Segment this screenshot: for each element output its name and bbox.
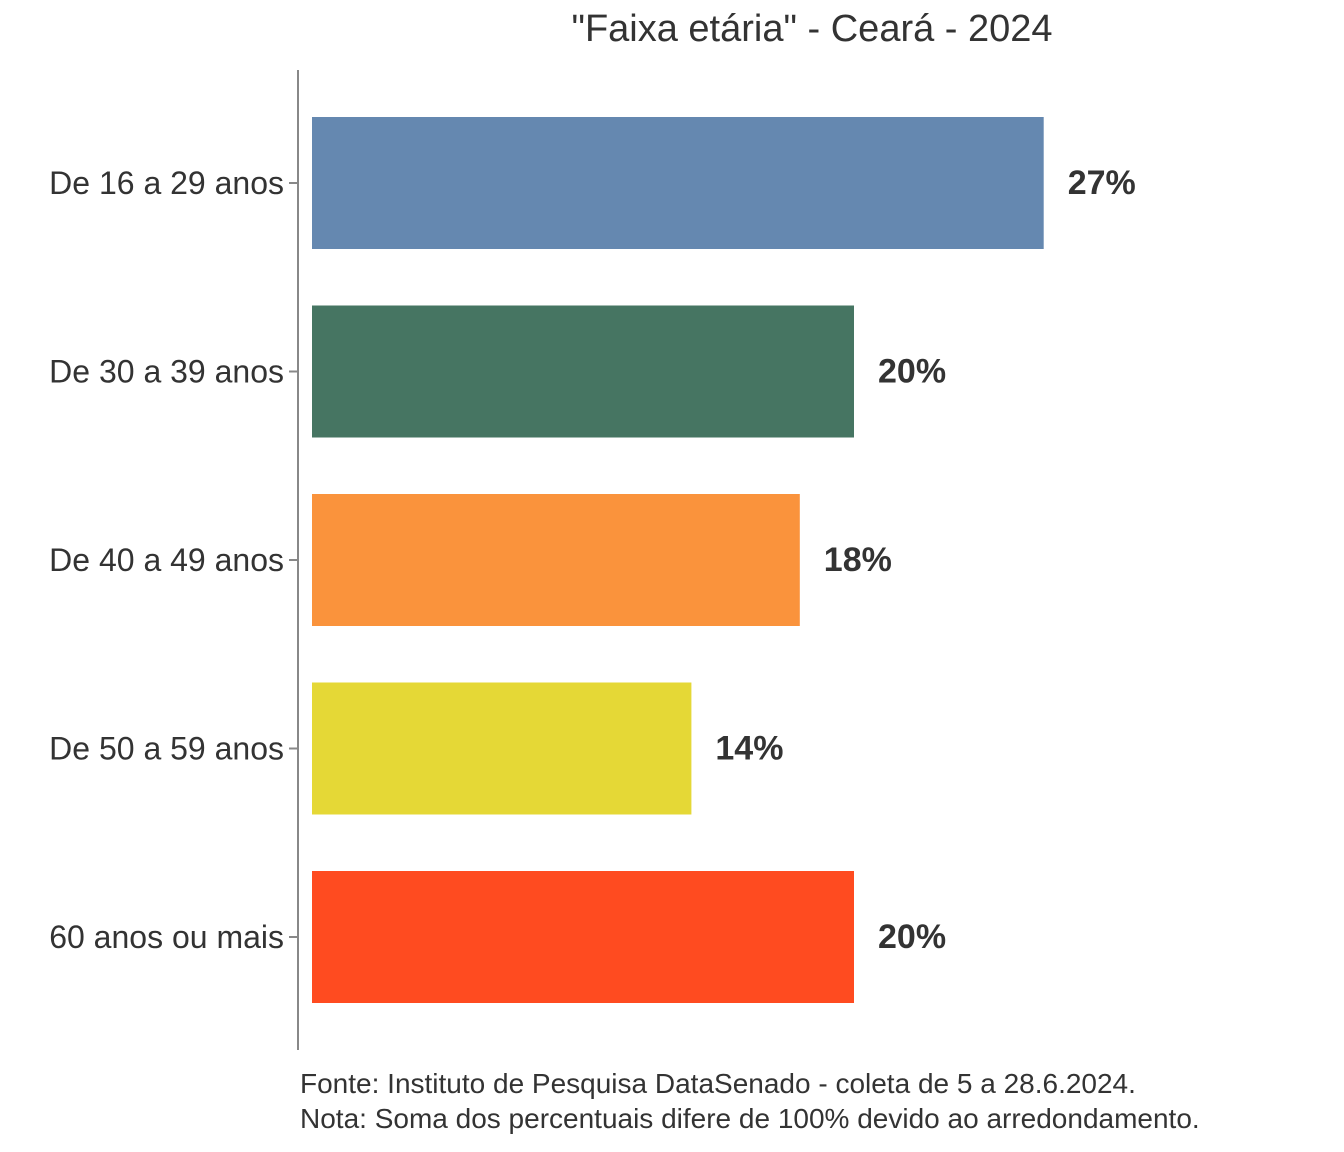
bar [312, 117, 1044, 249]
bar-value-label: 14% [715, 730, 783, 768]
y-tick-label: 60 anos ou mais [49, 919, 284, 955]
bar-value-label: 18% [824, 541, 892, 579]
bar [312, 871, 854, 1003]
y-tick-label: De 50 a 59 anos [49, 731, 284, 767]
y-tick-label: De 40 a 49 anos [49, 542, 284, 578]
note-caption: Nota: Soma dos percentuais difere de 100… [300, 1103, 1200, 1134]
bar [312, 305, 854, 438]
y-tick-label: De 16 a 29 anos [49, 165, 284, 201]
source-caption: Fonte: Instituto de Pesquisa DataSenado … [300, 1068, 1136, 1099]
bar-chart: De 16 a 29 anos 27% De 30 a 39 anos 20% De 4… [49, 70, 1136, 1050]
y-tick-label: De 30 a 39 anos [49, 354, 284, 390]
bar [312, 682, 692, 815]
bar-value-label: 27% [1068, 164, 1136, 202]
bar-value-label: 20% [878, 918, 946, 956]
bar [312, 494, 800, 626]
bar-value-label: 20% [878, 353, 946, 391]
chart-title: "Faixa etária" - Ceará - 2024 [571, 8, 1053, 50]
